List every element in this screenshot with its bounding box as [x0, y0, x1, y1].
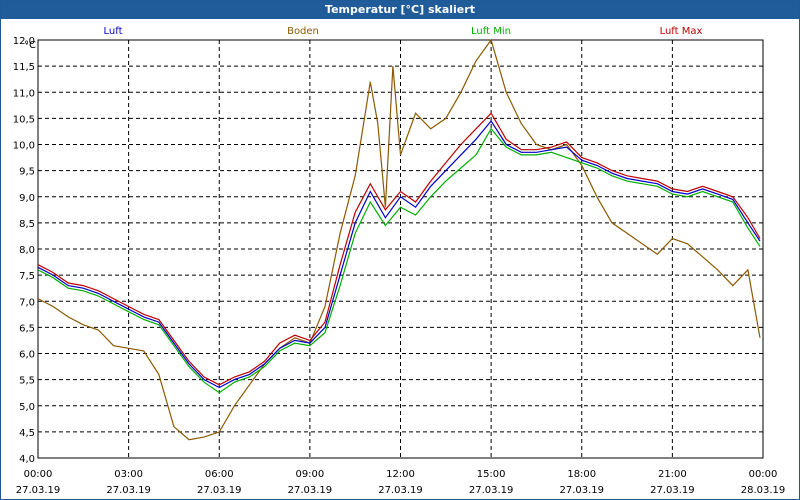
y-tick-label: 8,0: [19, 245, 35, 256]
y-tick-label: 5,5: [19, 376, 35, 387]
x-tick-date: 27.03.19: [559, 485, 604, 496]
x-tick-time: 06:00: [205, 469, 234, 480]
y-tick-label: 6,5: [19, 323, 35, 334]
x-tick-time: 00:00: [24, 469, 53, 480]
x-tick-time: 12:00: [386, 469, 415, 480]
series-line-luft-min: [37, 127, 761, 394]
x-tick-date: 27.03.19: [288, 485, 333, 496]
y-tick-label: 9,0: [19, 193, 35, 204]
x-axis-ticks: 00:00 27.03.19 03:00 27.03.19 06:00 27.03.19 0…: [16, 469, 786, 496]
legend-luft-min: Luft Min: [471, 26, 511, 37]
x-tick-date: 28.03.19: [741, 485, 786, 496]
x-tick-time: 00:00: [749, 469, 778, 480]
series-line-luft-max: [37, 112, 761, 386]
x-tick-date: 27.03.19: [106, 485, 151, 496]
x-tick-time: 15:00: [477, 469, 506, 480]
series-line-luft: [37, 119, 761, 389]
y-tick-label: 11,5: [13, 62, 35, 73]
x-tick-time: 03:00: [114, 469, 143, 480]
y-axis-ticks: 4,0 4,5 5,0 5,5 6,0 6,5 7,0 7,5 8,0 8,5 9,0 9,5 10,0…: [13, 36, 35, 465]
legend-luft: Luft: [104, 26, 123, 37]
x-tick-time: 09:00: [295, 469, 324, 480]
y-tick-label: 7,0: [19, 297, 35, 308]
y-tick-label: 7,5: [19, 271, 35, 282]
series-lines: [37, 38, 761, 441]
y-axis-label: °C: [24, 40, 36, 51]
grid: [37, 39, 764, 459]
legend-boden: Boden: [287, 26, 319, 37]
y-tick-label: 11,0: [13, 88, 35, 99]
y-tick-label: 4,5: [19, 428, 35, 439]
y-tick-label: 4,0: [19, 454, 35, 465]
y-tick-label: 5,0: [19, 402, 35, 413]
y-tick-label: 12,0: [13, 36, 35, 47]
y-tick-label: 10,5: [13, 114, 35, 125]
legend-luft-max: Luft Max: [660, 26, 703, 37]
y-tick-label: 8,5: [19, 219, 35, 230]
chart-title: Temperatur [°C] skaliert: [1, 1, 799, 19]
y-tick-label: 10,0: [13, 141, 35, 152]
x-tick-date: 27.03.19: [197, 485, 242, 496]
legend: Luft Boden Luft Min Luft Max: [104, 26, 703, 37]
x-tick-time: 21:00: [658, 469, 687, 480]
y-tick-label: 6,0: [19, 350, 35, 361]
x-tick-date: 27.03.19: [650, 485, 695, 496]
series-line-boden: [37, 38, 761, 441]
x-tick-date: 27.03.19: [469, 485, 514, 496]
x-tick-time: 18:00: [567, 469, 596, 480]
y-tick-label: 9,5: [19, 167, 35, 178]
x-tick-date: 27.03.19: [16, 485, 61, 496]
x-tick-date: 27.03.19: [378, 485, 423, 496]
